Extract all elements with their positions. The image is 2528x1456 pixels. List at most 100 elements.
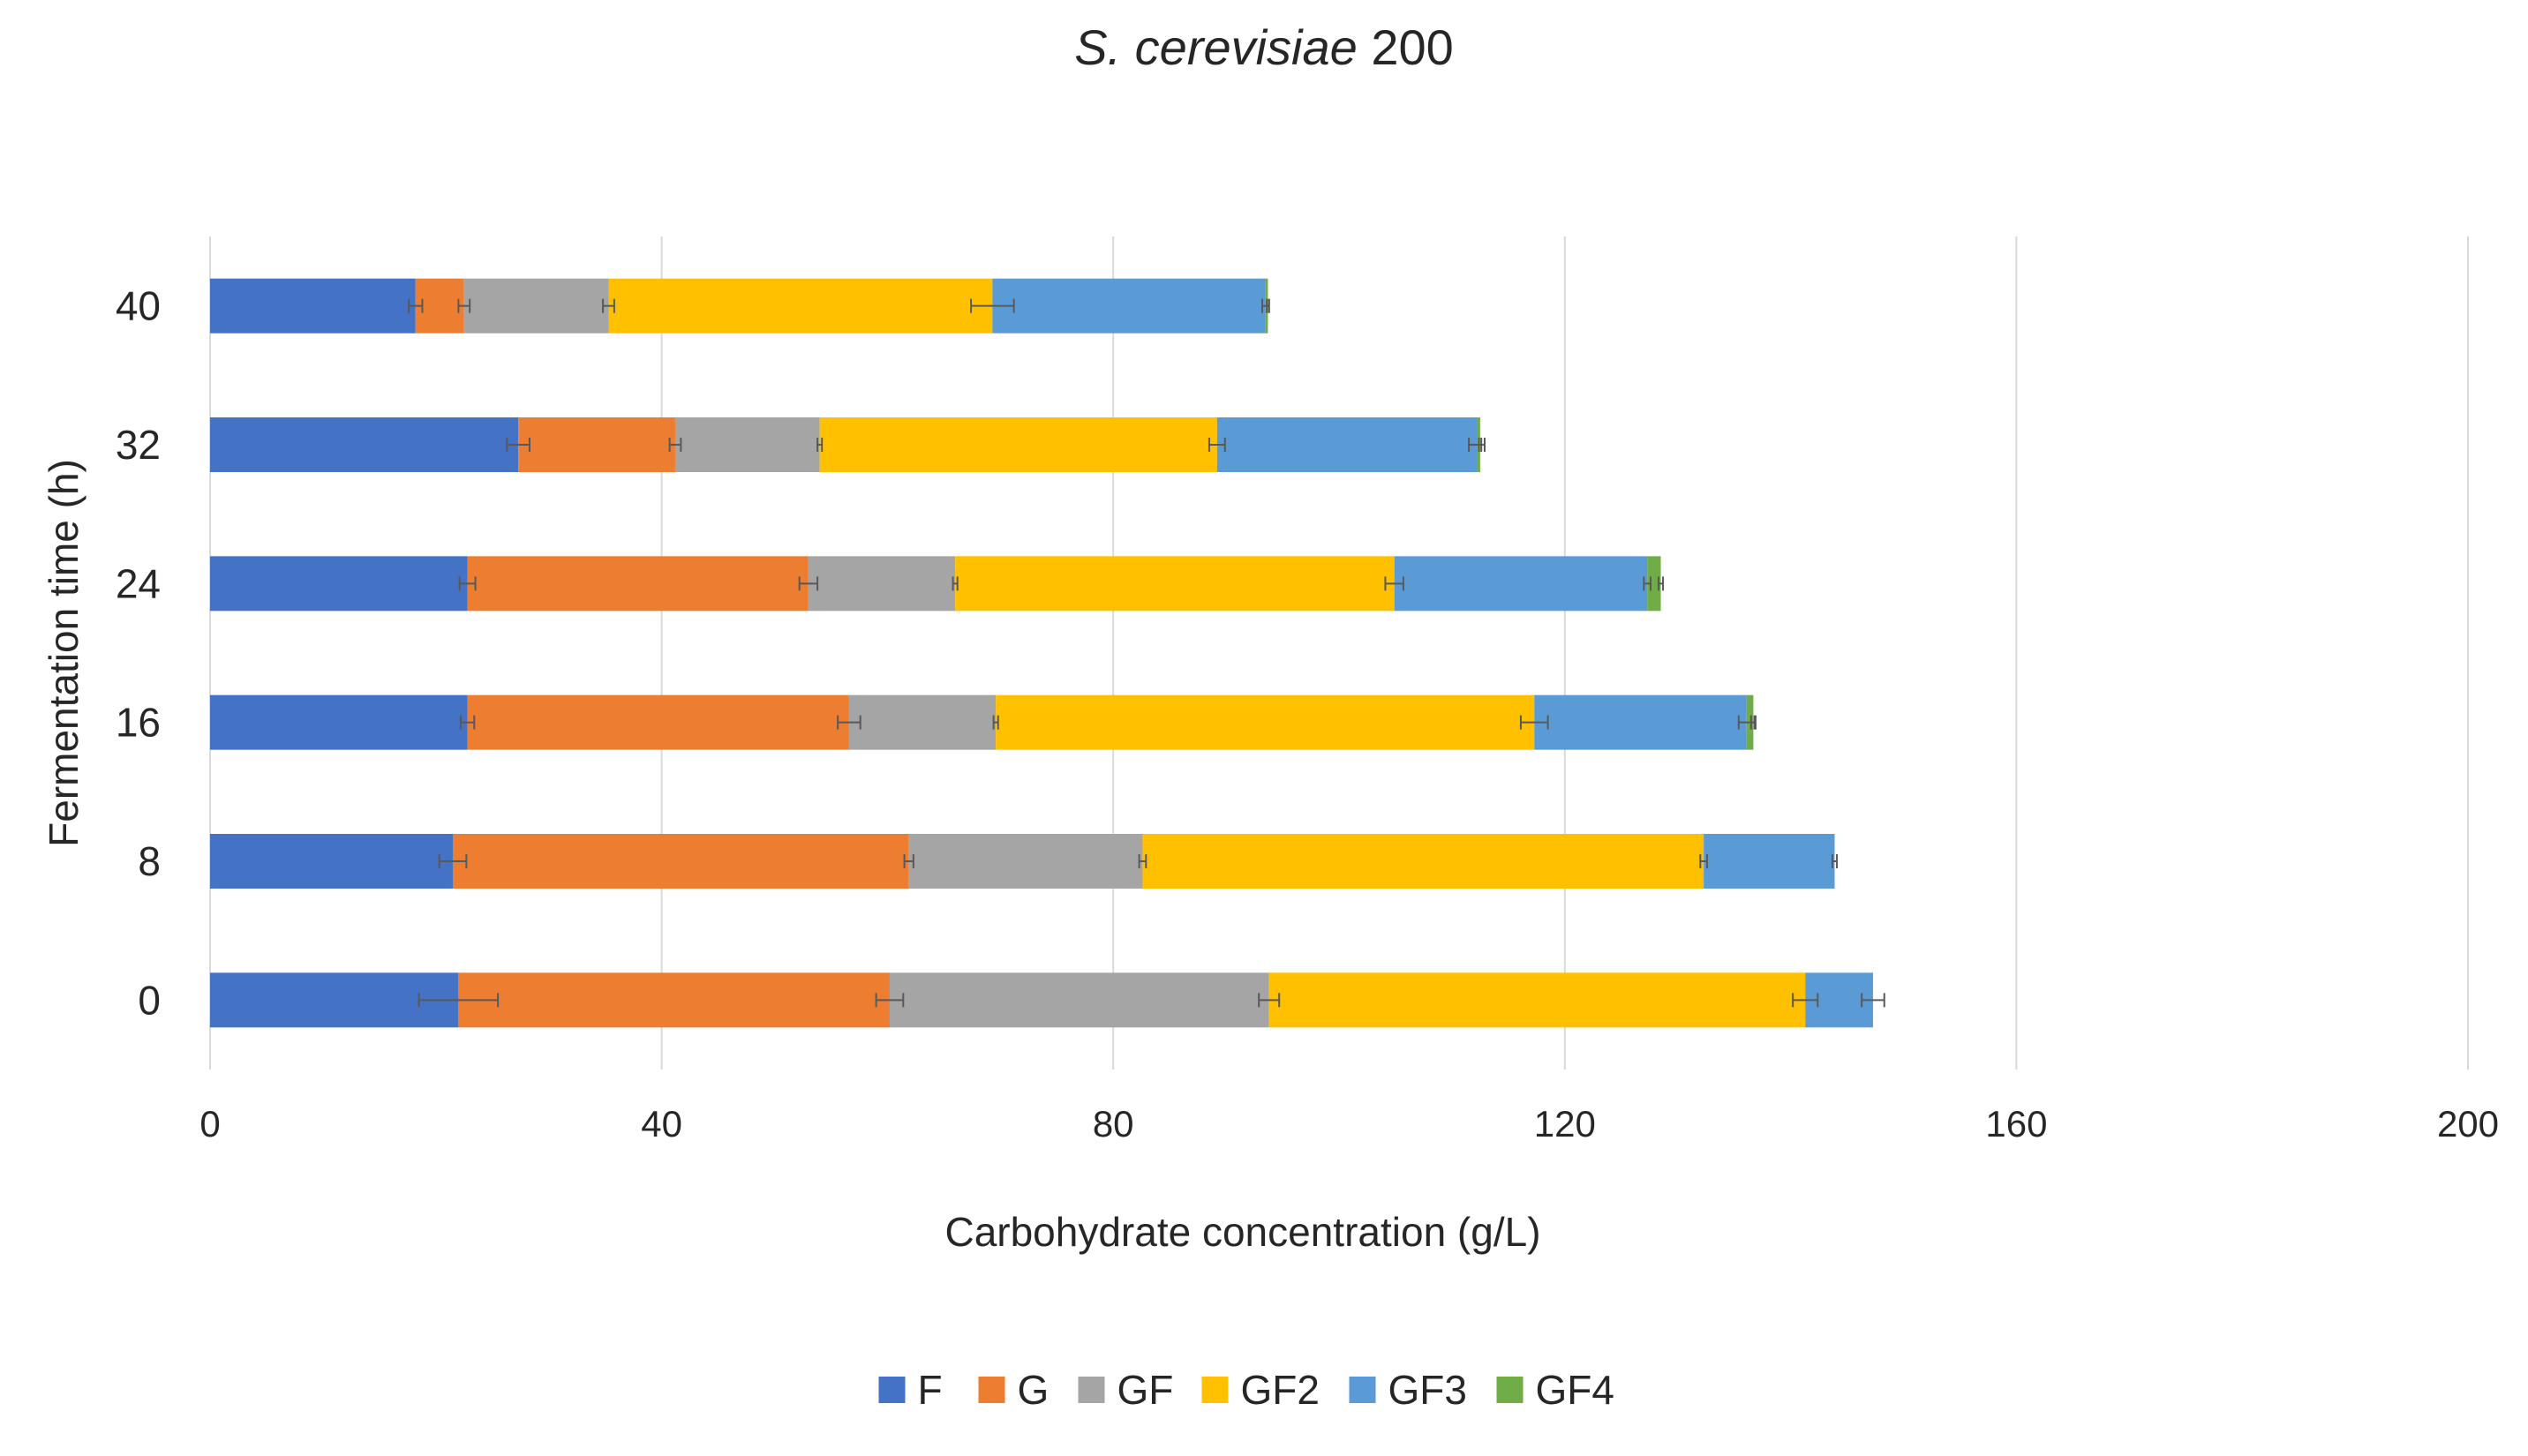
error-bar-gf-t40: [602, 298, 615, 313]
legend-label: G: [1018, 1367, 1050, 1413]
bar-segment-gf2-t8: [1142, 834, 1704, 889]
legend-swatch: [1496, 1377, 1524, 1403]
bar-segment-gf-t8: [908, 834, 1143, 889]
error-bar-gf-t0: [1258, 993, 1281, 1008]
legend-swatch: [1349, 1377, 1376, 1403]
error-bar-gf2-t40: [970, 298, 1015, 313]
legend-item-gf4: GF4: [1496, 1367, 1614, 1413]
bar-segment-g-t40: [415, 278, 464, 334]
error-bar-f-t8: [438, 854, 468, 868]
bar-segment-gf3-t24: [1394, 556, 1648, 612]
error-bars: [408, 298, 1885, 1008]
legend-item-gf: GF: [1078, 1367, 1174, 1413]
bars: [210, 278, 1873, 1028]
bar-segment-gf2-t24: [955, 556, 1395, 612]
legend-label: GF3: [1388, 1367, 1467, 1413]
error-bar-f-t16: [459, 715, 476, 730]
gridlines: [209, 236, 2469, 1069]
error-bar-f-t0: [418, 993, 500, 1008]
x-tick-label: 80: [1093, 1103, 1134, 1145]
y-tick-label: 40: [116, 283, 161, 329]
chart-title-rest: 200: [1357, 19, 1454, 75]
error-bar-gf3-t24: [1643, 576, 1652, 591]
legend-swatch: [878, 1377, 906, 1403]
y-tick-labels: 0 8 16 24 32 40: [116, 283, 161, 1024]
error-bar-g-t8: [903, 854, 914, 868]
bar-segment-g-t8: [452, 834, 909, 889]
error-bar-gf2-t24: [1384, 576, 1404, 591]
y-tick-label: 24: [116, 560, 161, 606]
bar-segment-f-t40: [210, 278, 416, 334]
bar-segment-g-t0: [458, 972, 890, 1028]
bar-segment-f-t16: [210, 694, 468, 750]
error-bar-g-t32: [668, 438, 682, 452]
legend-label: GF4: [1536, 1367, 1614, 1413]
chart-title-italic: S. cerevisiae: [1074, 19, 1358, 75]
error-bar-g-t0: [875, 993, 905, 1008]
legend-swatch: [1078, 1377, 1105, 1403]
x-tick-label: 200: [2437, 1103, 2499, 1145]
error-bar-gf2-t0: [1792, 993, 1819, 1008]
error-bar-gf4-t24: [1657, 576, 1665, 591]
y-tick-label: 8: [138, 838, 161, 884]
error-bar-gf2-t8: [1699, 854, 1708, 868]
error-bar-f-t32: [506, 438, 530, 452]
bar-segment-gf2-t0: [1268, 972, 1806, 1028]
error-bar-g-t16: [837, 715, 861, 730]
error-bar-gf-t24: [952, 576, 959, 591]
bar-segment-g-t24: [467, 556, 809, 612]
y-tick-label: 16: [116, 700, 161, 746]
error-bar-f-t24: [458, 576, 477, 591]
x-tick-label: 120: [1534, 1103, 1596, 1145]
x-tick-label: 40: [641, 1103, 682, 1145]
bar-segment-gf-t32: [674, 417, 820, 472]
error-bar-gf-t8: [1138, 854, 1147, 868]
bar-segment-gf2-t16: [996, 694, 1535, 750]
bar-segment-gf-t16: [848, 694, 997, 750]
legend-item-g: G: [978, 1367, 1050, 1413]
bar-segment-f-t24: [210, 556, 468, 612]
bar-segment-f-t8: [210, 834, 453, 889]
bar-segment-g-t32: [518, 417, 675, 472]
bar-segment-gf-t40: [463, 278, 609, 334]
error-bar-gf2-t16: [1519, 715, 1549, 730]
error-bar-g-t40: [457, 298, 471, 313]
error-bar-gf3-t0: [1861, 993, 1885, 1008]
y-axis-label: Fermentation time (h): [41, 459, 87, 847]
error-bar-gf4-t32: [1478, 438, 1483, 452]
bar-segment-gf-t24: [808, 556, 956, 612]
legend-label: GF: [1117, 1367, 1174, 1413]
x-tick-labels: 0 40 80 120 160 200: [199, 1103, 2499, 1145]
bar-segment-f-t0: [210, 972, 459, 1028]
legend-item-f: F: [878, 1367, 943, 1413]
bar-segment-gf3-t16: [1534, 694, 1747, 750]
x-tick-label: 160: [1985, 1103, 2047, 1145]
legend-swatch: [978, 1377, 1005, 1403]
error-bar-gf4-t16: [1749, 715, 1757, 730]
bar-segment-g-t16: [467, 694, 849, 750]
x-axis-label: Carbohydrate concentration (g/L): [944, 1209, 1540, 1255]
legend-label: F: [918, 1367, 943, 1413]
bar-segment-gf3-t8: [1704, 834, 1835, 889]
error-bar-gf2-t32: [1208, 438, 1226, 452]
bar-segment-f-t32: [210, 417, 519, 472]
legend-item-gf3: GF3: [1349, 1367, 1467, 1413]
error-bar-gf4-t40: [1266, 298, 1270, 313]
legend-swatch: [1201, 1377, 1229, 1403]
error-bar-g-t24: [798, 576, 819, 591]
bar-segment-gf3-t32: [1216, 417, 1478, 472]
error-bar-f-t40: [408, 298, 424, 313]
error-bar-gf-t32: [816, 438, 824, 452]
bar-segment-gf2-t32: [819, 417, 1217, 472]
error-bar-gf3-t8: [1831, 854, 1839, 868]
chart-title: S. cerevisiae 200: [0, 16, 2528, 79]
x-tick-label: 0: [199, 1103, 220, 1145]
legend-label: GF2: [1241, 1367, 1320, 1413]
bar-segment-gf4-t24: [1647, 556, 1661, 612]
y-tick-label: 0: [138, 977, 161, 1023]
bar-segment-gf-t0: [889, 972, 1269, 1028]
bar-segment-gf2-t40: [608, 278, 993, 334]
bar-segment-gf3-t40: [992, 278, 1266, 334]
y-tick-label: 32: [116, 422, 161, 468]
